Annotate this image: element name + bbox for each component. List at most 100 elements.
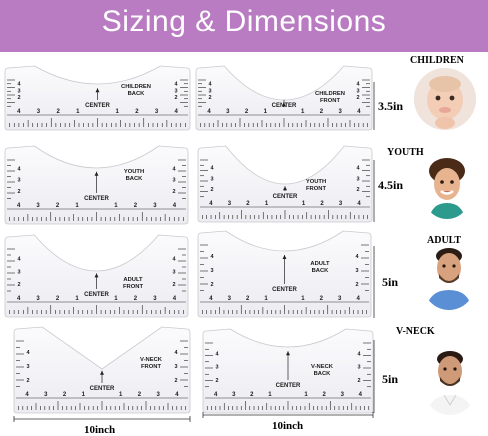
ruler-type-label: BACK <box>314 371 332 377</box>
ruler-number: 3 <box>36 296 40 302</box>
category-adult: ADULT <box>427 235 462 246</box>
ruler-number: 3 <box>338 109 342 115</box>
center-arrow-head <box>286 351 290 356</box>
ruler-number: 2 <box>63 392 67 398</box>
category-children: CHILDREN <box>410 55 464 66</box>
center-arrow-head <box>100 370 104 375</box>
ruler-type-label: FRONT <box>141 364 161 370</box>
ruler-number: 1 <box>302 201 306 207</box>
ruler-number: 4 <box>175 392 179 398</box>
ruler-number: 3 <box>228 296 232 302</box>
center-arrow-head <box>94 273 99 278</box>
header-banner: Sizing & Dimensions <box>0 0 488 52</box>
measurement-children: 3.5in <box>378 99 404 113</box>
ruler-side-number: 3 <box>210 176 213 182</box>
ruler-side-number: 4 <box>356 166 360 172</box>
ruler-number: 2 <box>134 296 138 302</box>
ruler-number: 3 <box>37 109 41 115</box>
ruler-number: 4 <box>17 203 21 209</box>
ruler-number: 2 <box>246 201 250 207</box>
ruler-side-number: 2 <box>172 282 175 288</box>
ruler-number: 1 <box>304 392 308 398</box>
ruler-number: 1 <box>301 296 305 302</box>
ruler-side-number: 4 <box>172 166 176 172</box>
ruler-number: 3 <box>156 392 160 398</box>
ruler-number: 4 <box>356 296 360 302</box>
ruler-number: 3 <box>228 201 232 207</box>
ruler-side-number: 3 <box>215 365 218 371</box>
ruler-name-label: ADULT <box>310 261 330 267</box>
man-photo-icon <box>423 244 475 310</box>
ruler-number: 4 <box>357 201 361 207</box>
ruler-side-number: 2 <box>26 378 29 384</box>
center-arrow-head <box>283 186 287 191</box>
ruler-side-number: 2 <box>17 282 20 288</box>
ruler-number: 1 <box>268 392 272 398</box>
ruler-side-number: 4 <box>215 351 219 357</box>
ruler-side-number: 3 <box>356 88 359 94</box>
ruler-plate <box>13 326 191 414</box>
ruler-number: 3 <box>341 392 345 398</box>
center-label: CENTER <box>84 196 109 202</box>
ruler-side-number: 3 <box>17 178 20 184</box>
ruler-number: 2 <box>56 203 60 209</box>
ruler-name-label: V-NECK <box>140 357 163 363</box>
ruler-side-number: 4 <box>17 166 21 172</box>
ruler-side-number: 4 <box>356 82 360 88</box>
center-label: CENTER <box>273 194 298 200</box>
ruler-side-number: 4 <box>210 254 214 260</box>
category-vneck: V-NECK <box>396 326 435 337</box>
ruler-number: 1 <box>301 109 305 115</box>
ruler-type-label: FRONT <box>320 98 340 104</box>
ruler-number: 3 <box>153 296 157 302</box>
ruler-number: 1 <box>76 109 80 115</box>
ruler-number: 2 <box>245 109 249 115</box>
ruler-number: 2 <box>246 296 250 302</box>
ruler-number: 1 <box>114 203 118 209</box>
ruler-plate <box>195 65 373 131</box>
baby-photo-icon <box>414 68 476 130</box>
ruler-type-label: BACK <box>312 268 330 274</box>
measurement-vneck: 5in <box>382 372 399 386</box>
ruler-number: 3 <box>338 296 342 302</box>
ruler-side-number: 3 <box>17 88 20 94</box>
ruler-side-number: 3 <box>174 88 177 94</box>
ruler-number: 3 <box>153 203 157 209</box>
ruler-side-number: 2 <box>208 95 211 101</box>
ruler-name-label: ADULT <box>123 277 143 283</box>
ruler-number: 2 <box>320 201 324 207</box>
center-arrow-head <box>94 171 99 176</box>
ruler-name-label: YOUTH <box>124 169 144 175</box>
ruler-side-number: 2 <box>356 187 359 193</box>
ruler-side-number: 4 <box>26 350 30 356</box>
center-label: CENTER <box>276 383 301 389</box>
center-label: CENTER <box>90 386 115 392</box>
ruler-type-label: FRONT <box>306 186 326 192</box>
ruler-side-number: 2 <box>356 95 359 101</box>
ruler-side-number: 3 <box>174 364 177 370</box>
ruler-side-number: 4 <box>357 351 361 357</box>
ruler-number: 4 <box>173 203 177 209</box>
ruler-side-number: 3 <box>357 365 360 371</box>
ruler-number: 1 <box>75 203 79 209</box>
ruler-number: 3 <box>339 201 343 207</box>
banner-title: Sizing & Dimensions <box>101 5 387 38</box>
ruler-number: 3 <box>44 392 48 398</box>
ruler-type-label: BACK <box>128 91 146 97</box>
ruler-side-number: 4 <box>174 82 178 88</box>
ruler-number: 3 <box>232 392 236 398</box>
ruler-number: 2 <box>134 203 138 209</box>
ruler-number: 4 <box>209 201 213 207</box>
measurement-youth: 4.5in <box>378 178 404 192</box>
ruler-number: 2 <box>322 392 326 398</box>
ruler-name-label: CHILDREN <box>315 91 345 97</box>
ruler-number: 4 <box>17 109 21 115</box>
ruler-side-number: 4 <box>174 350 178 356</box>
center-arrow-head <box>282 102 286 107</box>
ruler-number: 1 <box>265 201 269 207</box>
